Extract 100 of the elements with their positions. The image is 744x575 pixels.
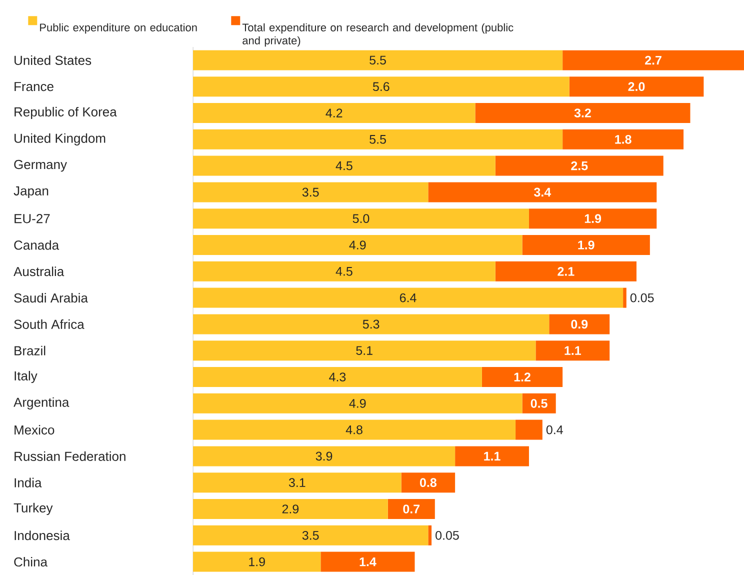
bar bbox=[475, 102, 690, 123]
bar bbox=[320, 552, 415, 572]
y-tick-label: South Africa bbox=[14, 319, 84, 329]
y-tick-label: Argentina bbox=[14, 397, 70, 410]
y-tick-label: Australia bbox=[14, 266, 64, 276]
bar bbox=[193, 525, 428, 546]
bar bbox=[193, 182, 428, 202]
bar bbox=[193, 340, 536, 361]
data-label: 1.9 bbox=[584, 214, 602, 224]
data-label: 4.3 bbox=[329, 372, 346, 382]
y-tick-label: Turkey bbox=[14, 502, 53, 516]
data-label: 4.5 bbox=[336, 161, 352, 170]
bar bbox=[623, 288, 626, 308]
data-label: 1.1 bbox=[564, 346, 581, 355]
bar bbox=[193, 261, 496, 282]
data-label: 1.8 bbox=[615, 134, 632, 144]
data-label: 5.1 bbox=[356, 346, 372, 355]
y-tick-label: Mexico bbox=[14, 425, 54, 435]
bar bbox=[193, 208, 529, 229]
bar bbox=[495, 261, 636, 282]
data-label: 1.9 bbox=[249, 557, 265, 566]
data-label: 3.2 bbox=[574, 108, 591, 118]
data-label: 5.0 bbox=[352, 214, 370, 224]
data-label: 5.6 bbox=[372, 82, 390, 92]
bar bbox=[522, 393, 556, 414]
y-tick-label: Japan bbox=[14, 186, 48, 198]
data-label: 2.1 bbox=[558, 267, 574, 276]
data-label: 0.05 bbox=[436, 530, 459, 540]
data-label: 3.5 bbox=[302, 530, 319, 540]
bar bbox=[193, 498, 388, 519]
bar bbox=[193, 102, 476, 123]
data-label: 2.9 bbox=[282, 504, 299, 514]
bar bbox=[569, 76, 704, 97]
data-label: 2.7 bbox=[645, 56, 662, 65]
bar bbox=[193, 288, 624, 308]
bar bbox=[549, 314, 610, 334]
bar bbox=[536, 340, 610, 361]
data-label: 0.05 bbox=[630, 293, 654, 302]
bar bbox=[193, 50, 563, 70]
bar bbox=[193, 156, 496, 176]
bar bbox=[455, 446, 529, 466]
y-tick-label: United States bbox=[14, 55, 92, 65]
legend-label: Public expenditure on education bbox=[40, 23, 197, 34]
bar bbox=[388, 498, 435, 519]
y-tick-label: Indonesia bbox=[14, 530, 70, 540]
bar bbox=[193, 129, 563, 150]
bar bbox=[193, 76, 570, 97]
y-tick-label: Canada bbox=[14, 240, 60, 250]
bar bbox=[193, 314, 550, 334]
data-label: 0.5 bbox=[530, 398, 548, 408]
data-label: 5.5 bbox=[370, 135, 386, 144]
data-label: 1.4 bbox=[360, 557, 376, 566]
data-label: 0.8 bbox=[420, 478, 436, 488]
bar bbox=[401, 472, 456, 493]
data-label: 5.3 bbox=[362, 320, 380, 329]
bar bbox=[516, 420, 542, 440]
data-label: 4.5 bbox=[336, 267, 352, 276]
data-label: 2.5 bbox=[571, 161, 588, 170]
y-tick-label: United Kingdom bbox=[14, 133, 106, 146]
y-tick-label: Italy bbox=[14, 370, 38, 384]
data-label: 4.2 bbox=[326, 108, 342, 118]
data-label: 4.8 bbox=[346, 425, 362, 434]
data-label: 1.9 bbox=[578, 240, 594, 250]
bar bbox=[528, 208, 657, 229]
bar bbox=[193, 393, 522, 414]
bar bbox=[428, 525, 432, 546]
y-tick-label: Republic of Korea bbox=[14, 106, 117, 120]
bar bbox=[482, 366, 563, 387]
data-label: 2.0 bbox=[628, 82, 645, 92]
bar bbox=[193, 472, 402, 493]
data-label: 4.9 bbox=[349, 398, 366, 408]
data-label: 3.4 bbox=[534, 188, 552, 197]
data-label: 0.7 bbox=[403, 504, 420, 514]
data-label: 3.9 bbox=[316, 452, 332, 461]
data-label: 0.9 bbox=[571, 320, 588, 329]
bar bbox=[193, 420, 516, 440]
y-tick-label: Brazil bbox=[14, 346, 46, 356]
data-label: 6.4 bbox=[400, 293, 416, 302]
bar bbox=[522, 234, 650, 255]
bar bbox=[428, 182, 657, 202]
bar bbox=[193, 552, 321, 572]
data-label: 1.1 bbox=[484, 452, 500, 460]
y-tick-label: China bbox=[14, 557, 48, 567]
bar bbox=[495, 156, 664, 176]
y-tick-label: France bbox=[14, 82, 54, 92]
bar bbox=[193, 366, 482, 387]
y-tick-label: India bbox=[14, 478, 42, 488]
y-tick-label: EU-27 bbox=[14, 214, 50, 224]
bar bbox=[562, 129, 684, 150]
data-label: 1.2 bbox=[514, 372, 530, 382]
legend-label: Total expenditure on research and development (public and private) bbox=[242, 23, 514, 47]
data-label: 5.5 bbox=[370, 56, 386, 65]
bar bbox=[562, 50, 744, 70]
bar bbox=[193, 446, 456, 466]
y-tick-label: Saudi Arabia bbox=[14, 293, 88, 303]
bar bbox=[193, 234, 522, 255]
data-label: 4.9 bbox=[349, 240, 366, 250]
y-tick-label: Russian Federation bbox=[14, 451, 126, 461]
data-label: 0.4 bbox=[546, 425, 563, 434]
data-label: 3.1 bbox=[288, 478, 306, 488]
